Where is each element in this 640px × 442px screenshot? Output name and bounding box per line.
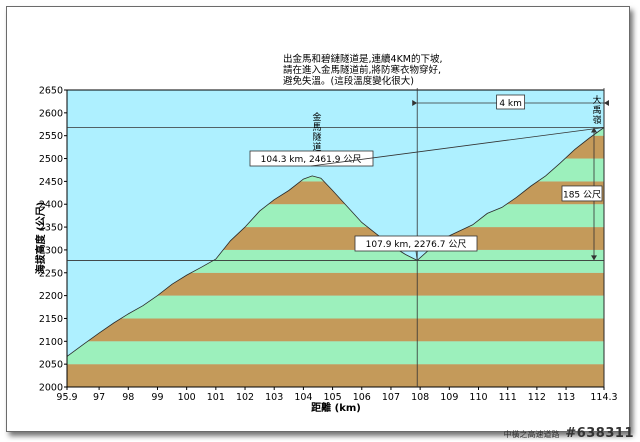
x-tick-label: 114.3 (590, 392, 617, 403)
x-tick-label: 105 (324, 392, 342, 403)
y-tick-label: 2450 (39, 177, 63, 188)
elevation-arrow-head (591, 255, 597, 261)
x-tick-label: 106 (353, 392, 371, 403)
y-tick-label: 2050 (39, 360, 63, 371)
y-tick-label: 2600 (39, 108, 63, 119)
distance-arrow-head (412, 100, 418, 106)
y-tick-label: 2650 (39, 86, 63, 97)
x-tick-label: 101 (207, 392, 225, 403)
summit-label-char: 大 (592, 94, 601, 106)
top-note-line: 避免失溫。(這段溫度變化很大) (283, 75, 414, 87)
peak-label: 104.3 km, 2461.9 公尺 (261, 154, 362, 165)
tunnel-label-char: 道 (312, 141, 321, 153)
y-tick-label: 2400 (39, 200, 63, 211)
elevation-band (67, 341, 604, 365)
watermark-text: 中橫之高速道路 (503, 430, 560, 439)
y-tick-label: 2100 (39, 337, 63, 348)
y-tick-label: 2000 (39, 383, 63, 394)
summit-label-char: 嶺 (592, 115, 601, 126)
x-tick-label: 113 (557, 392, 575, 403)
elevation-label: 185 公尺 (563, 189, 601, 200)
distance-label: 4 km (499, 99, 522, 109)
y-tick-label: 2350 (39, 223, 63, 234)
y-axis-title: 海拔高度 (公尺) (34, 202, 47, 275)
x-tick-label: 97 (93, 392, 105, 403)
x-tick-label: 112 (528, 392, 546, 403)
x-tick-label: 108 (411, 392, 429, 403)
x-tick-label: 103 (265, 392, 283, 403)
y-tick-label: 2500 (39, 154, 63, 165)
y-tick-label: 2150 (39, 314, 63, 325)
summit-label-char: 禹 (592, 104, 601, 116)
y-tick-label: 2250 (39, 268, 63, 279)
x-tick-label: 109 (440, 392, 458, 403)
elevation-band (67, 272, 604, 296)
elevation-label-box (561, 185, 603, 202)
watermark: 中橫之高速道路 #638311 (503, 426, 634, 441)
watermark-id: #638311 (565, 426, 634, 441)
x-tick-label: 111 (499, 392, 517, 403)
x-tick-label: 98 (122, 392, 134, 403)
y-tick-label: 2550 (39, 131, 63, 142)
y-tick-label: 2300 (39, 245, 63, 256)
x-tick-label: 104 (294, 392, 312, 403)
tunnel-label-char: 馬 (312, 122, 321, 133)
elevation-band (67, 364, 604, 387)
x-axis-title: 距離 (km) (311, 401, 361, 414)
x-tick-label: 100 (178, 392, 196, 403)
elevation-band (67, 295, 604, 319)
y-tick-label: 2200 (39, 291, 63, 302)
top-note-line: 請在進入金馬隧道前,將防寒衣物穿好, (283, 64, 441, 76)
distance-label-box (496, 94, 526, 110)
x-tick-label: 107 (382, 392, 400, 403)
valley-label-leader (415, 250, 418, 261)
tunnel-label-char: 隧 (312, 131, 321, 143)
x-tick-label: 99 (151, 392, 163, 403)
tunnel-label-char: 金 (312, 111, 321, 123)
x-tick-label: 95.9 (56, 392, 77, 403)
elevation-band (67, 318, 604, 342)
valley-label: 107.9 km, 2276.7 公尺 (366, 239, 467, 250)
x-tick-label: 110 (469, 392, 487, 403)
elevation-arrow-head (591, 127, 597, 133)
peak-label-leader (310, 127, 605, 167)
distance-arrow-head (604, 100, 609, 106)
top-note-line: 出金馬和碧鏈隧道是,連續4KM的下坡, (283, 53, 443, 65)
profile-line (66, 127, 605, 357)
x-tick-label: 102 (236, 392, 254, 403)
